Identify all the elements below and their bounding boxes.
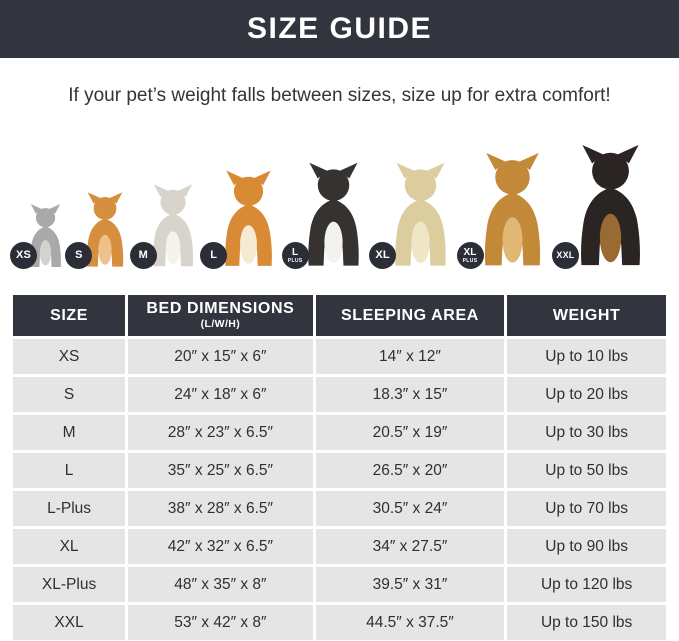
pet-silhouette	[395, 162, 446, 266]
size-badge-m: M	[130, 243, 156, 268]
size-badge-label: XXL	[556, 250, 575, 260]
pet-silhouette	[30, 204, 61, 267]
cat-image: XS	[11, 203, 71, 269]
subtitle-text: If your pet’s weight falls between sizes…	[68, 85, 611, 106]
size-badge-label: XS	[15, 249, 32, 261]
column-header-sublabel: (L/W/H)	[200, 318, 241, 331]
cell-s-bed-dimensions: 24″ x 18″ x 6″	[128, 377, 313, 412]
cell-xl-size: XL	[13, 529, 126, 564]
pet-silhouette	[580, 144, 640, 266]
cell-m-sleeping-area: 20.5″ x 19″	[315, 415, 505, 450]
column-header-label: SIZE	[50, 306, 89, 324]
column-header-bed-dimensions: BED DIMENSIONS (L/W/H)	[128, 295, 313, 336]
cell-l-sleeping-area: 26.5″ x 20″	[315, 453, 505, 488]
cell-xs-size: XS	[13, 339, 126, 374]
pet-silhouette	[307, 162, 359, 266]
column-header-sleeping-area: SLEEPING AREA	[315, 295, 505, 336]
size-badge-l: L	[201, 243, 227, 268]
size-badge-label: XL	[375, 249, 390, 261]
cell-m-size: M	[13, 415, 126, 450]
french-bulldog-image: M	[130, 183, 206, 269]
size-guide-table: SIZE BED DIMENSIONS (L/W/H) SLEEPING AREA WE…	[13, 295, 666, 640]
column-header-label: WEIGHT	[552, 306, 621, 324]
header-bar: SIZE GUIDE	[0, 0, 679, 58]
cell-l-plus-bed-dimensions: 38″ x 28″ x 6.5″	[128, 491, 313, 526]
column-header-size: SIZE	[13, 295, 126, 336]
size-badge-sublabel: PLUS	[287, 257, 303, 264]
size-badge-label: S	[75, 249, 83, 261]
cell-s-size: S	[13, 377, 126, 412]
pet-silhouette	[87, 192, 124, 267]
size-badge-xxl: XXL	[552, 243, 578, 268]
size-badge-xl: XL	[370, 243, 396, 268]
labrador-image: XL	[370, 161, 462, 269]
cell-l-plus-size: L-Plus	[13, 491, 126, 526]
cell-s-weight: Up to 20 lbs	[507, 377, 666, 412]
column-header-label: BED DIMENSIONS	[146, 300, 295, 318]
golden-retriever-image: XL PLUS	[457, 151, 558, 269]
cell-xl-plus-bed-dimensions: 48″ x 35″ x 8″	[128, 567, 313, 602]
size-badge-s: S	[66, 243, 92, 268]
cell-xl-bed-dimensions: 42″ x 32″ x 6.5″	[128, 529, 313, 564]
size-badge-label: M	[138, 249, 149, 261]
cell-xxl-size: XXL	[13, 605, 126, 640]
cell-l-weight: Up to 50 lbs	[507, 453, 666, 488]
size-badge-sublabel: PLUS	[462, 257, 478, 264]
column-header-label: SLEEPING AREA	[341, 306, 479, 324]
cell-xs-sleeping-area: 14″ x 12″	[315, 339, 505, 374]
cell-xs-weight: Up to 10 lbs	[507, 339, 666, 374]
pet-size-row: XS S M	[11, 119, 659, 269]
pet-silhouette	[152, 184, 193, 267]
pomeranian-image: S	[66, 191, 135, 269]
cell-xl-sleeping-area: 34″ x 27.5″	[315, 529, 505, 564]
size-badge-xs: XS	[11, 243, 36, 268]
size-badge-label: L	[210, 249, 218, 261]
size-badge-l-plus: L PLUS	[282, 243, 308, 268]
shiba-inu-image: L	[201, 169, 287, 269]
page-title: SIZE GUIDE	[246, 12, 433, 45]
size-badge-xl-plus: XL PLUS	[457, 243, 483, 268]
size-badge-label: L	[292, 246, 299, 258]
pet-silhouette	[225, 170, 273, 266]
size-badge-label: XL	[463, 246, 477, 258]
cell-xs-bed-dimensions: 20″ x 15″ x 6″	[128, 339, 313, 374]
pet-silhouette	[484, 152, 540, 266]
cell-xxl-bed-dimensions: 53″ x 42″ x 8″	[128, 605, 313, 640]
doberman-image: XXL	[552, 143, 659, 269]
cell-l-plus-sleeping-area: 30.5″ x 24″	[315, 491, 505, 526]
cell-xl-plus-sleeping-area: 39.5″ x 31″	[315, 567, 505, 602]
cell-s-sleeping-area: 18.3″ x 15″	[315, 377, 505, 412]
cell-m-bed-dimensions: 28″ x 23″ x 6.5″	[128, 415, 313, 450]
cell-xl-weight: Up to 90 lbs	[507, 529, 666, 564]
cell-xxl-weight: Up to 150 lbs	[507, 605, 666, 640]
cell-l-bed-dimensions: 35″ x 25″ x 6.5″	[128, 453, 313, 488]
cell-xxl-sleeping-area: 44.5″ x 37.5″	[315, 605, 505, 640]
cell-xl-plus-size: XL-Plus	[13, 567, 126, 602]
cell-l-plus-weight: Up to 70 lbs	[507, 491, 666, 526]
cell-xl-plus-weight: Up to 120 lbs	[507, 567, 666, 602]
cell-m-weight: Up to 30 lbs	[507, 415, 666, 450]
cell-l-size: L	[13, 453, 126, 488]
column-header-weight: WEIGHT	[507, 295, 666, 336]
border-collie-image: L PLUS	[282, 161, 375, 269]
